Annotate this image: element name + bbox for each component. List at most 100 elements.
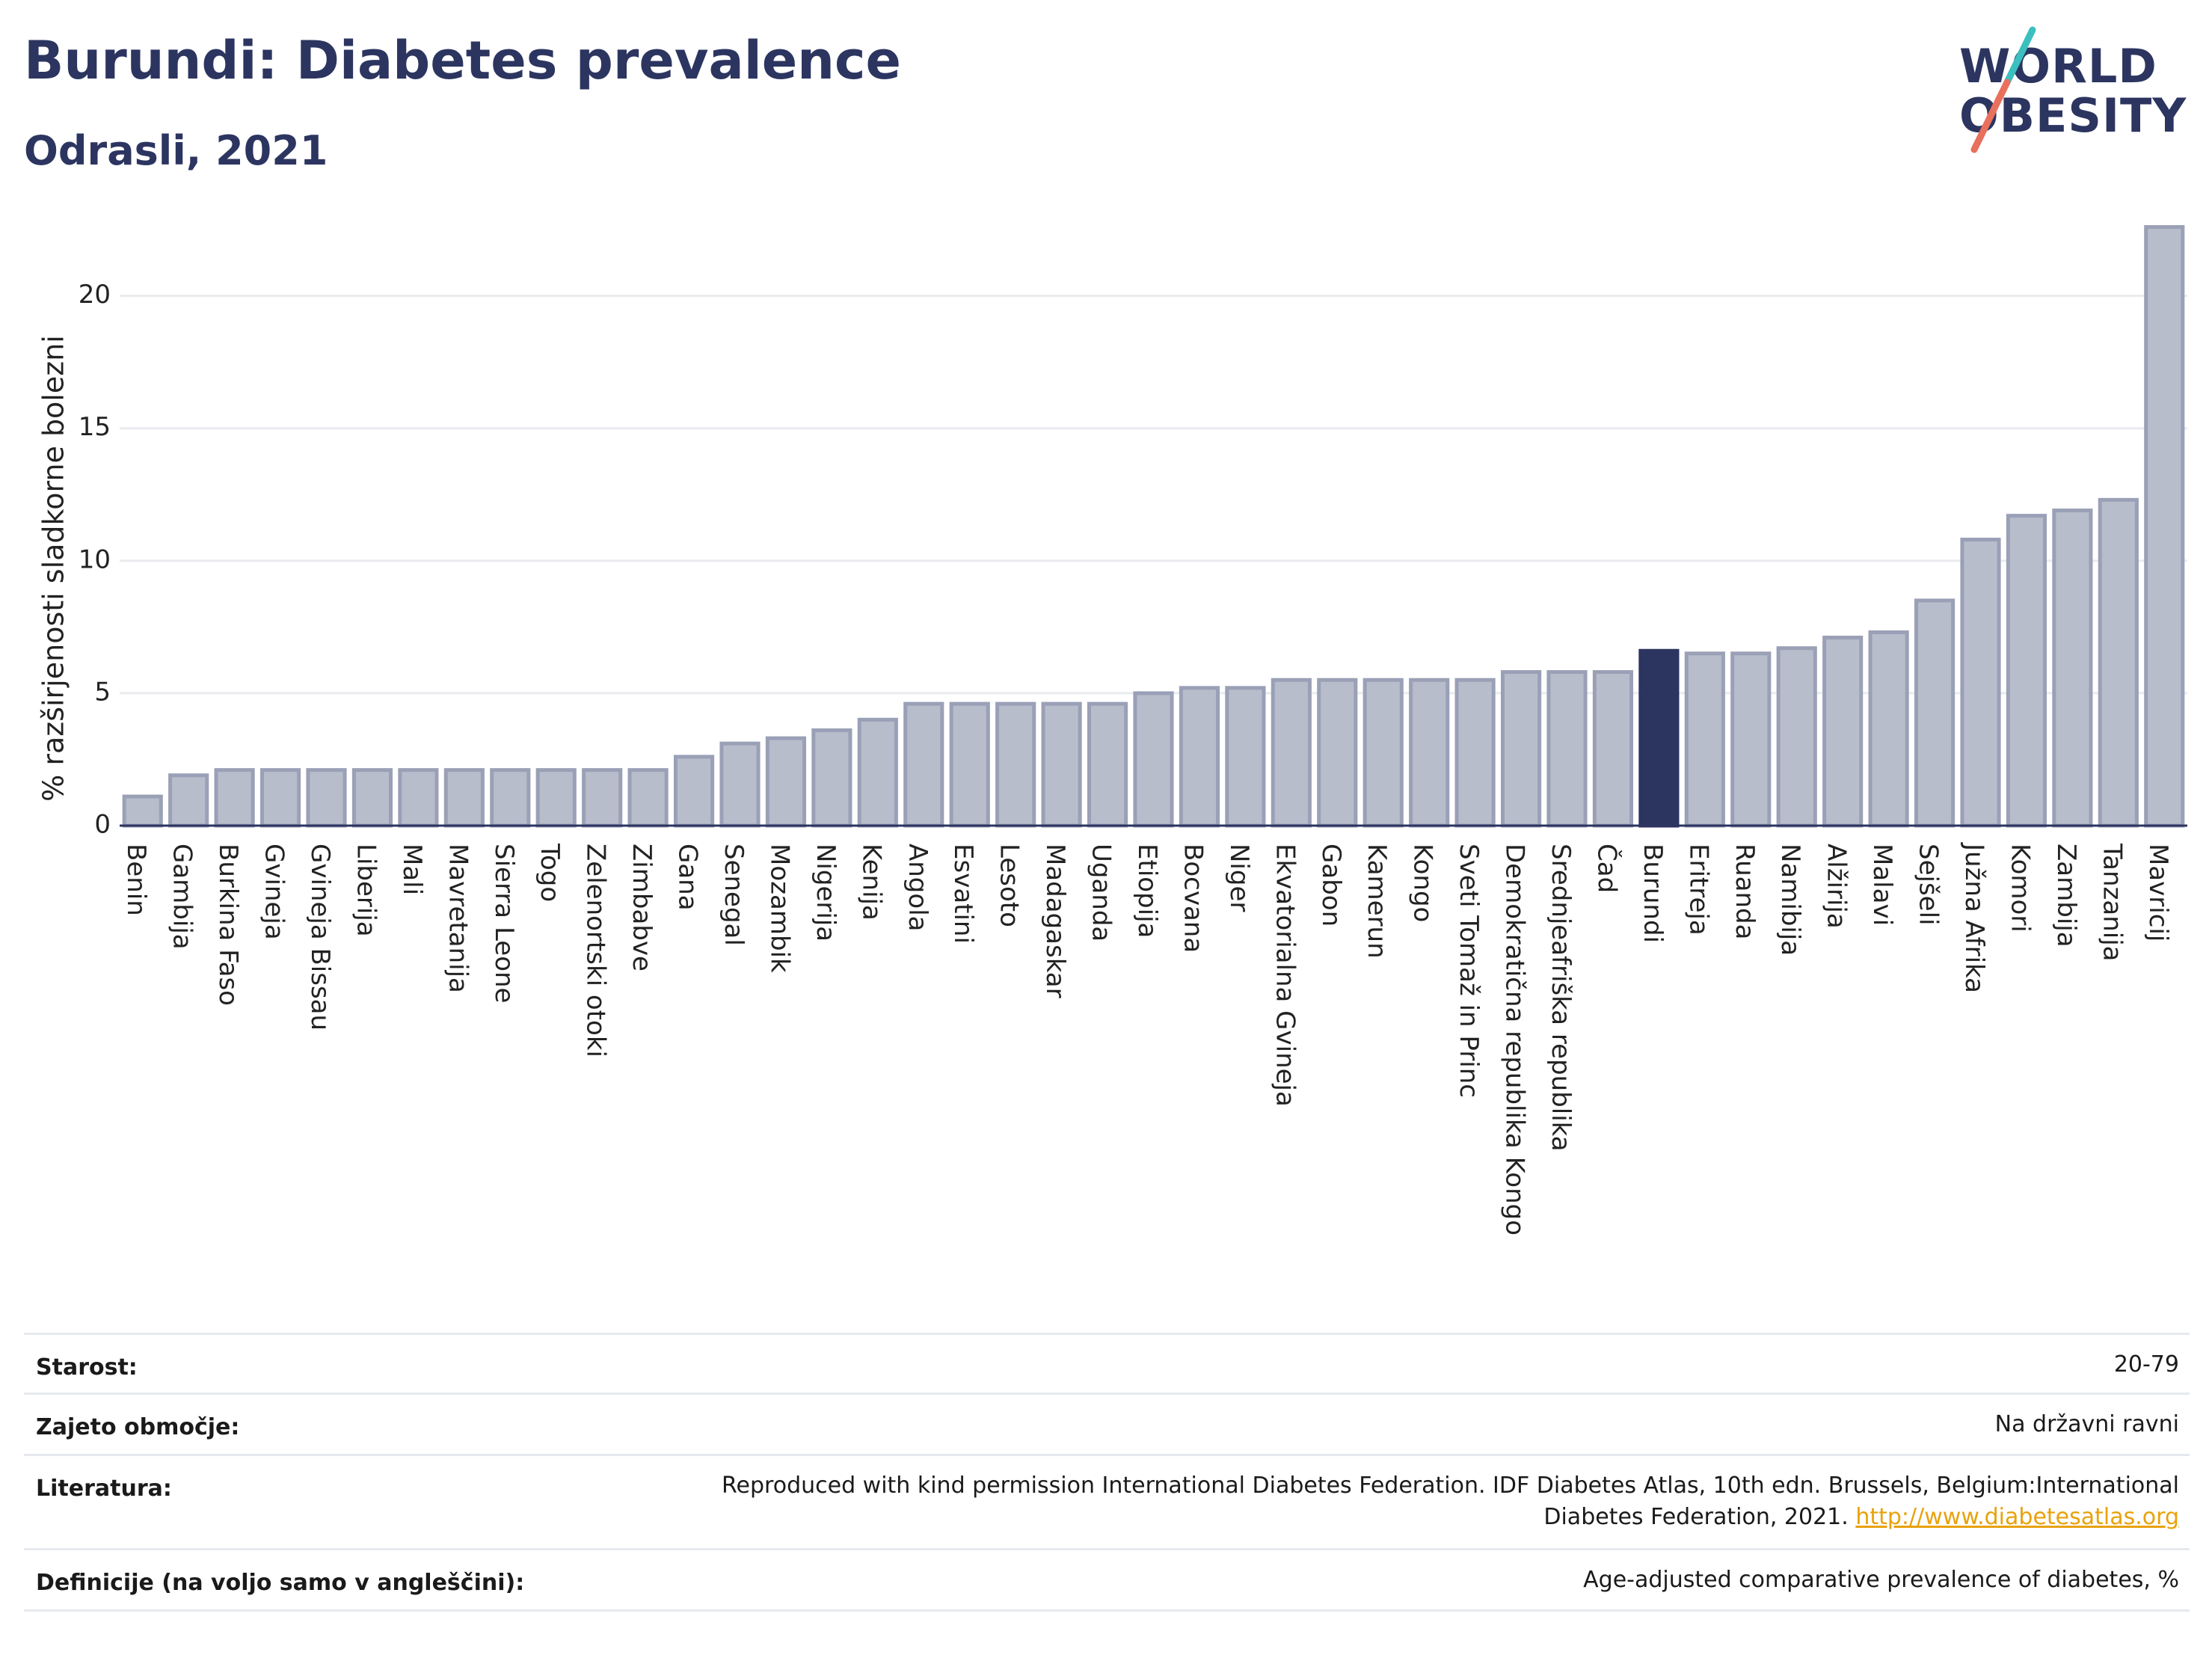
bar-zambija[interactable]	[2052, 509, 2093, 828]
meta-label: Zajeto območje:	[36, 1414, 240, 1440]
y-tick-labels: 0 5 10 15 20	[79, 280, 111, 839]
bar-ruanda[interactable]	[1730, 651, 1772, 828]
bar-srednjeafri-ka-republika[interactable]	[1546, 670, 1588, 828]
bar-liberija[interactable]	[351, 768, 393, 828]
bar-mavretanija[interactable]	[443, 768, 485, 828]
meta-row-definitions: Definicije (na voljo samo v angleščini):…	[24, 1548, 2190, 1612]
bar-niger[interactable]	[1225, 686, 1266, 828]
category-label: Esvatini	[948, 844, 978, 944]
bar-zelenortski-otoki[interactable]	[582, 768, 623, 828]
bar-zimbabve[interactable]	[627, 768, 669, 828]
category-label: Etiopija	[1132, 844, 1162, 938]
category-label: Liberija	[351, 844, 381, 937]
category-labels: Benin Gambija Burkina Faso Gvineja Gvineja B…	[121, 842, 2173, 1235]
bar-gambija[interactable]	[168, 773, 209, 828]
bar-kenija[interactable]	[857, 717, 898, 828]
bar-sej-eli[interactable]	[1914, 598, 1956, 828]
category-label: Bocvana	[1178, 844, 1208, 953]
category-label: Mavretanija	[443, 844, 473, 993]
bar-demokrati-na-republika-kongo[interactable]	[1500, 670, 1542, 828]
category-label: Mavricij	[2143, 844, 2173, 942]
bar-etiopija[interactable]	[1133, 691, 1174, 828]
category-label: Kamerun	[1362, 844, 1392, 959]
logo-line-1: WORLD	[1959, 39, 2157, 93]
literature-text: Diabetes Federation, 2021.	[1543, 1504, 1849, 1530]
bar--ad[interactable]	[1592, 670, 1634, 828]
page-subtitle: Odrasli, 2021	[24, 127, 328, 174]
category-label: Ekvatorialna Gvineja	[1270, 844, 1300, 1107]
category-label: Burundi	[1638, 844, 1668, 943]
y-tick-label: 20	[79, 280, 111, 310]
bar-gabon[interactable]	[1317, 678, 1358, 828]
bar-mavricij[interactable]	[2144, 225, 2185, 828]
category-label: Senegal	[719, 844, 749, 946]
bar-burkina-faso[interactable]	[214, 768, 255, 828]
bar-gvineja-bissau[interactable]	[306, 768, 347, 828]
category-label: Zelenortski otoki	[581, 844, 611, 1057]
category-label: Sejšeli	[1914, 844, 1944, 925]
meta-value-line-1: Reproduced with kind permission Internat…	[722, 1473, 2179, 1499]
category-label: Madagaskar	[1040, 844, 1070, 998]
bar-nigerija[interactable]	[811, 728, 852, 828]
bar-sierra-leone[interactable]	[490, 768, 531, 828]
bar-burundi[interactable]	[1638, 648, 1680, 828]
meta-value: Age-adjusted comparative prevalence of d…	[1583, 1567, 2179, 1593]
meta-value-line-2: Diabetes Federation, 2021. http://www.di…	[1543, 1501, 2179, 1534]
bar-benin[interactable]	[122, 794, 163, 828]
logo-slash-icon	[1970, 26, 2036, 153]
world-obesity-logo[interactable]: WORLD OBESITY	[1952, 22, 2199, 157]
bar-namibija[interactable]	[1776, 646, 1817, 828]
category-label: Mozambik	[764, 844, 794, 973]
category-label: Gvineja	[259, 844, 289, 940]
category-label: Togo	[535, 843, 565, 902]
category-label: Južna Afrika	[1959, 842, 1989, 993]
meta-row-coverage: Zajeto območje: Na državni ravni	[24, 1393, 2190, 1456]
category-label: Gvineja Bissau	[305, 844, 335, 1031]
bar-mozambik[interactable]	[765, 736, 807, 828]
bar-esvatini[interactable]	[949, 701, 990, 828]
bar-senegal[interactable]	[719, 741, 761, 828]
category-label: Mali	[397, 844, 427, 895]
bar-mali[interactable]	[398, 768, 439, 828]
bar-madagaskar[interactable]	[1041, 701, 1082, 828]
meta-row-age: Starost: 20-79	[24, 1333, 2190, 1395]
bar-kongo[interactable]	[1409, 678, 1450, 828]
category-label: Alžirija	[1822, 844, 1852, 929]
bar-al-irija[interactable]	[1822, 636, 1864, 828]
category-label: Gabon	[1316, 844, 1346, 927]
category-label: Kongo	[1408, 844, 1438, 922]
bar-sveti-toma-in-princ[interactable]	[1454, 678, 1496, 828]
bar-lesoto[interactable]	[995, 701, 1036, 828]
bar-chart: 0 5 10 15 20 Benin Gambija Burkina Faso Gvineja…	[37, 225, 2187, 1235]
bar-tanzanija[interactable]	[2098, 497, 2139, 828]
category-label: Čad	[1591, 844, 1622, 893]
bar-togo[interactable]	[535, 768, 577, 828]
bar-malavi[interactable]	[1868, 630, 1909, 828]
meta-value: 20-79	[2113, 1351, 2179, 1378]
category-label: Niger	[1224, 844, 1254, 912]
bar-ekvatorialna-gvineja[interactable]	[1271, 678, 1312, 828]
category-label: Zambija	[2051, 844, 2081, 948]
category-label: Uganda	[1087, 844, 1116, 942]
meta-label: Starost:	[36, 1354, 138, 1381]
bar-ju-na-afrika[interactable]	[1960, 537, 2001, 828]
bar-komori[interactable]	[2006, 514, 2047, 828]
bar-eritreja[interactable]	[1684, 651, 1725, 828]
category-label: Demokratična republika Kongo	[1500, 844, 1530, 1235]
bar-bocvana[interactable]	[1179, 686, 1220, 828]
y-tick-label: 5	[94, 677, 111, 707]
bar-angola[interactable]	[903, 701, 944, 828]
category-label: Malavi	[1867, 844, 1897, 926]
category-label: Ruanda	[1730, 844, 1760, 939]
meta-label: Definicije (na voljo samo v angleščini):	[36, 1570, 525, 1596]
bar-gana[interactable]	[673, 755, 715, 828]
bar-kamerun[interactable]	[1362, 678, 1404, 828]
literature-link[interactable]: http://www.diabetesatlas.org	[1855, 1504, 2179, 1530]
page-title: Burundi: Diabetes prevalence	[24, 30, 901, 91]
category-label: Sveti Tomaž in Princ	[1454, 844, 1484, 1098]
category-label: Angola	[903, 844, 933, 931]
bar-uganda[interactable]	[1087, 701, 1128, 828]
bar-gvineja[interactable]	[259, 768, 301, 828]
y-tick-label: 15	[79, 412, 111, 442]
category-label: Eritreja	[1683, 844, 1713, 936]
